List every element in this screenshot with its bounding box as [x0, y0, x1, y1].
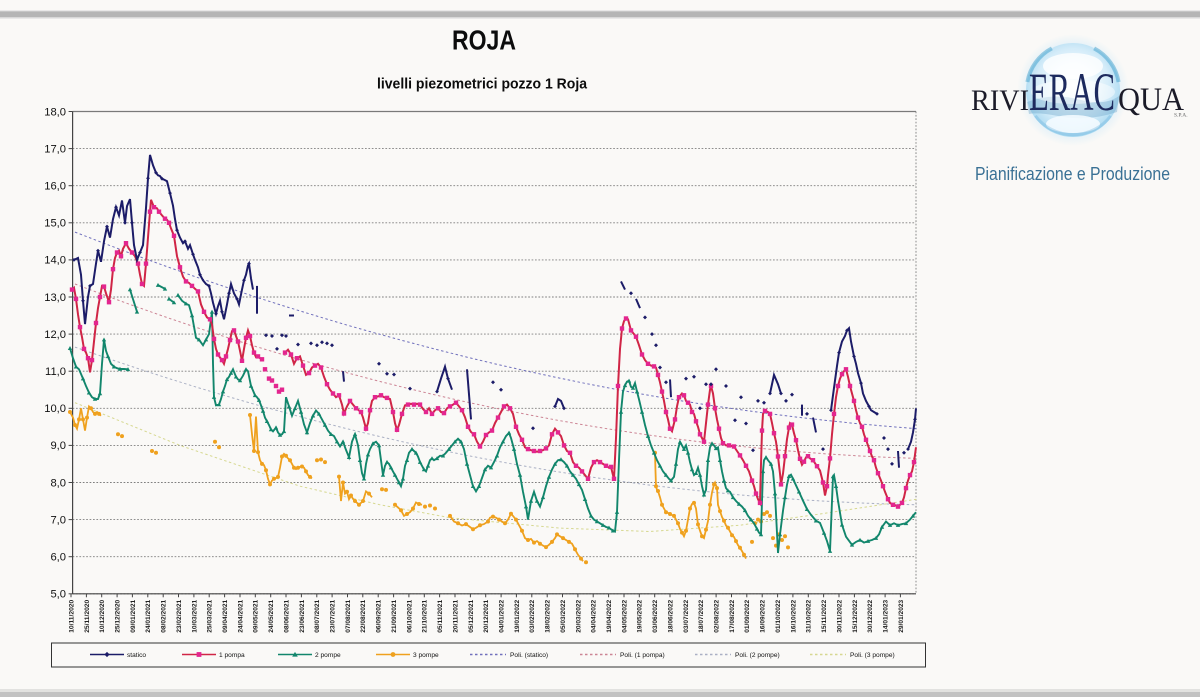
svg-text:18/02/2022: 18/02/2022 [545, 599, 552, 632]
svg-text:7,0: 7,0 [50, 514, 66, 526]
svg-text:8,0: 8,0 [50, 477, 66, 489]
svg-text:24/04/2021: 24/04/2021 [237, 599, 244, 632]
svg-text:S.P.A.: S.P.A. [1174, 113, 1188, 119]
svg-text:25/12/2020: 25/12/2020 [115, 599, 122, 632]
svg-text:QUA: QUA [1118, 82, 1184, 118]
svg-text:ERAC: ERAC [1029, 62, 1115, 122]
svg-text:15,0: 15,0 [44, 218, 66, 230]
svg-text:05/03/2022: 05/03/2022 [560, 599, 567, 632]
svg-text:24/01/2021: 24/01/2021 [145, 599, 152, 632]
svg-text:31/10/2022: 31/10/2022 [806, 599, 813, 632]
svg-text:07/08/2021: 07/08/2021 [345, 599, 352, 632]
svg-text:Poli. (1 pompa): Poli. (1 pompa) [620, 652, 665, 659]
svg-text:15/11/2022: 15/11/2022 [821, 599, 828, 632]
svg-text:05/12/2021: 05/12/2021 [468, 599, 475, 632]
svg-text:18,0: 18,0 [44, 106, 66, 118]
svg-text:Poli. (3 pompe): Poli. (3 pompe) [850, 652, 895, 659]
svg-text:18/06/2022: 18/06/2022 [667, 599, 674, 632]
svg-text:04/05/2022: 04/05/2022 [621, 599, 628, 632]
svg-text:14,0: 14,0 [44, 255, 66, 267]
svg-text:3 pompe: 3 pompe [413, 652, 439, 659]
svg-text:11,0: 11,0 [45, 366, 66, 378]
svg-text:5,0: 5,0 [50, 589, 66, 601]
svg-text:17/08/2022: 17/08/2022 [729, 599, 736, 632]
svg-text:Poli. (statico): Poli. (statico) [510, 652, 548, 659]
svg-text:12,0: 12,0 [44, 329, 66, 341]
svg-text:25/03/2021: 25/03/2021 [207, 599, 214, 632]
svg-text:23/02/2021: 23/02/2021 [176, 599, 183, 632]
svg-text:08/02/2021: 08/02/2021 [161, 599, 168, 632]
svg-text:05/11/2021: 05/11/2021 [437, 599, 444, 632]
svg-text:09/01/2021: 09/01/2021 [130, 599, 137, 632]
svg-text:23/07/2021: 23/07/2021 [330, 599, 337, 632]
svg-text:09/05/2021: 09/05/2021 [253, 599, 260, 632]
svg-text:10/11/2020: 10/11/2020 [68, 599, 75, 632]
svg-text:01/09/2022: 01/09/2022 [744, 599, 751, 632]
svg-text:03/07/2022: 03/07/2022 [683, 599, 690, 632]
svg-text:Pianificazione e Produzione: Pianificazione e Produzione [975, 163, 1170, 184]
svg-text:30/12/2022: 30/12/2022 [867, 599, 874, 632]
svg-text:03/06/2022: 03/06/2022 [652, 599, 659, 632]
svg-text:9,0: 9,0 [50, 440, 66, 452]
svg-text:24/05/2021: 24/05/2021 [268, 599, 275, 632]
svg-text:04/04/2022: 04/04/2022 [591, 599, 598, 632]
svg-text:19/04/2022: 19/04/2022 [606, 599, 613, 632]
svg-text:06/10/2021: 06/10/2021 [406, 599, 413, 632]
svg-text:08/07/2021: 08/07/2021 [314, 599, 321, 632]
svg-text:10,0: 10,0 [44, 403, 66, 415]
svg-text:Poli. (2 pompe): Poli. (2 pompe) [735, 652, 780, 659]
svg-text:23/06/2021: 23/06/2021 [299, 599, 306, 632]
svg-text:21/09/2021: 21/09/2021 [391, 599, 398, 632]
svg-text:statico: statico [127, 652, 146, 659]
svg-text:18/07/2022: 18/07/2022 [698, 599, 705, 632]
svg-text:06/09/2021: 06/09/2021 [376, 599, 383, 632]
svg-text:20/12/2021: 20/12/2021 [483, 599, 490, 632]
svg-text:29/01/2023: 29/01/2023 [898, 599, 905, 632]
svg-text:20/11/2021: 20/11/2021 [452, 599, 459, 632]
svg-text:1 pompa: 1 pompa [219, 652, 245, 659]
svg-text:30/11/2022: 30/11/2022 [836, 599, 843, 632]
svg-text:21/10/2021: 21/10/2021 [422, 599, 429, 632]
svg-text:10/03/2021: 10/03/2021 [191, 599, 198, 632]
svg-text:17,0: 17,0 [44, 143, 66, 155]
svg-text:2 pompe: 2 pompe [315, 652, 341, 659]
svg-text:20/03/2022: 20/03/2022 [575, 599, 582, 632]
svg-text:19/05/2022: 19/05/2022 [637, 599, 644, 632]
svg-text:RIVI: RIVI [971, 84, 1029, 117]
svg-text:16/09/2022: 16/09/2022 [760, 599, 767, 632]
svg-text:6,0: 6,0 [50, 552, 66, 564]
svg-text:ROJA: ROJA [452, 25, 516, 56]
svg-text:14/01/2023: 14/01/2023 [883, 599, 890, 632]
svg-text:16,0: 16,0 [44, 181, 66, 193]
svg-text:04/01/2022: 04/01/2022 [499, 599, 506, 632]
svg-text:16/10/2022: 16/10/2022 [790, 599, 797, 632]
svg-text:03/02/2022: 03/02/2022 [529, 599, 536, 632]
svg-text:15/12/2022: 15/12/2022 [852, 599, 859, 632]
svg-text:22/08/2021: 22/08/2021 [360, 599, 367, 632]
svg-text:09/04/2021: 09/04/2021 [222, 599, 229, 632]
svg-text:02/08/2022: 02/08/2022 [714, 599, 721, 632]
svg-text:01/10/2022: 01/10/2022 [775, 599, 782, 632]
svg-text:25/11/2020: 25/11/2020 [84, 599, 91, 632]
svg-text:08/06/2021: 08/06/2021 [283, 599, 290, 632]
svg-text:livelli piezometrici pozzo 1 R: livelli piezometrici pozzo 1 Roja [377, 76, 588, 93]
svg-text:10/12/2020: 10/12/2020 [99, 599, 106, 632]
svg-text:13,0: 13,0 [44, 292, 66, 304]
svg-text:19/01/2022: 19/01/2022 [514, 599, 521, 632]
